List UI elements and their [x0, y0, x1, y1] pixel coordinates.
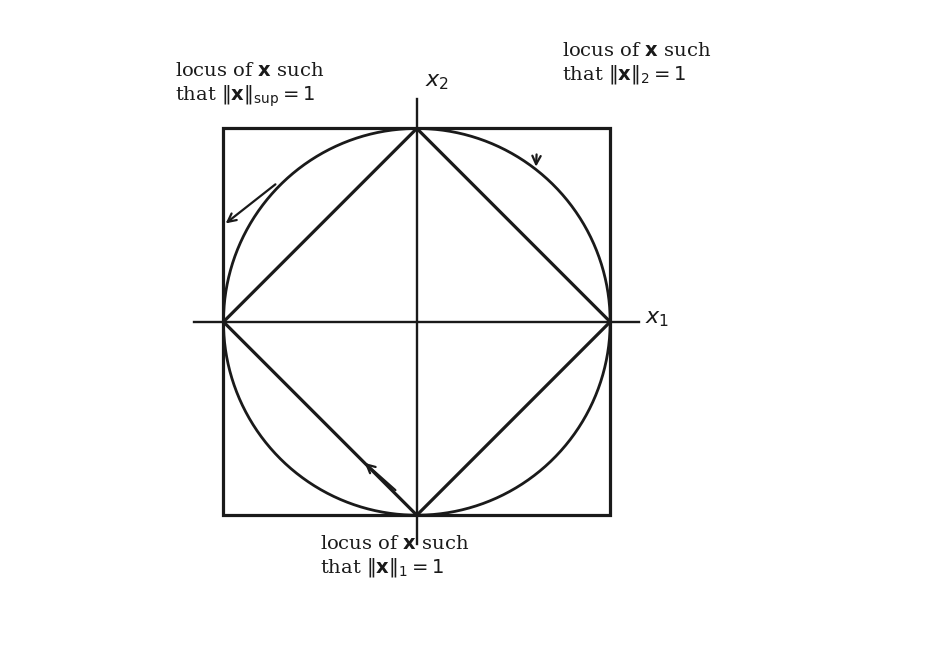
Text: $x_1$: $x_1$	[645, 307, 669, 329]
Text: locus of $\mathbf{x}$ such
that $\|\mathbf{x}\|_2 = 1$: locus of $\mathbf{x}$ such that $\|\math…	[562, 42, 711, 86]
Text: $x_2$: $x_2$	[425, 70, 448, 91]
Text: locus of $\mathbf{x}$ such
that $\|\mathbf{x}\|_{\mathrm{sup}} = 1$: locus of $\mathbf{x}$ such that $\|\math…	[175, 62, 324, 109]
Text: locus of $\mathbf{x}$ such
that $\|\mathbf{x}\|_1 = 1$: locus of $\mathbf{x}$ such that $\|\math…	[321, 534, 469, 579]
